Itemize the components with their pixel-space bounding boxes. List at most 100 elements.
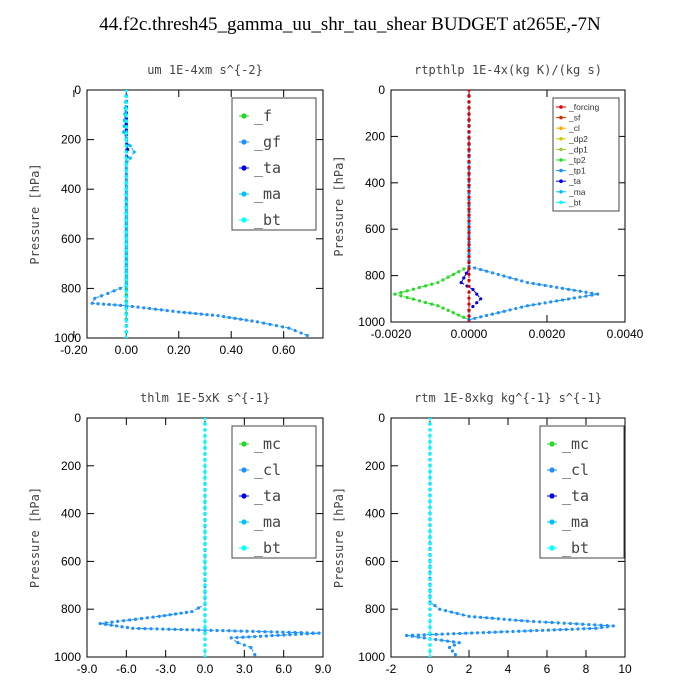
data-point	[467, 100, 471, 104]
data-point	[137, 626, 141, 631]
data-point	[203, 565, 207, 569]
data-point	[203, 428, 207, 432]
data-point	[305, 333, 309, 338]
data-point	[171, 309, 175, 313]
data-point	[203, 595, 207, 599]
data-point	[270, 634, 274, 638]
data-point	[430, 282, 434, 286]
data-point	[124, 193, 128, 197]
data-point	[428, 428, 432, 432]
y-axis-label: Pressure [hPa]	[28, 163, 42, 264]
data-point	[124, 172, 128, 176]
data-point	[446, 632, 450, 636]
data-point	[546, 628, 551, 632]
legend: _mc _cl _ta _ma _bt	[539, 425, 625, 559]
legend-marker	[559, 168, 563, 173]
data-point	[428, 446, 432, 450]
legend-label: _bt	[562, 539, 589, 557]
series-group	[405, 418, 615, 657]
data-point	[555, 285, 559, 289]
data-point	[428, 625, 432, 629]
data-point	[423, 284, 428, 288]
data-point	[441, 278, 445, 282]
data-point	[451, 272, 455, 277]
legend-marker	[559, 190, 563, 194]
data-point	[511, 629, 515, 634]
data-point	[203, 553, 207, 558]
data-point	[578, 289, 582, 293]
data-point	[417, 299, 422, 303]
x-tick-label: 9.0	[315, 662, 332, 676]
panel-title: rtm 1E-8xkg kg^{-1} s^{-1}	[414, 391, 602, 405]
data-point	[459, 280, 463, 285]
data-point	[433, 604, 437, 608]
data-point	[238, 317, 243, 321]
data-point	[122, 130, 126, 134]
data-point	[93, 296, 97, 300]
series-line-ta	[460, 90, 482, 322]
legend-box	[539, 425, 625, 559]
data-point	[467, 153, 471, 158]
data-point	[167, 627, 171, 631]
legend: _forcing_sf_cl_dp2_dp1_tp2_tp1_ta_ma_bt	[552, 97, 620, 212]
data-point	[203, 529, 207, 534]
data-point	[258, 634, 263, 638]
data-point	[113, 303, 117, 307]
data-point	[467, 141, 471, 146]
legend-label: _mc	[562, 435, 589, 453]
data-point	[299, 331, 303, 335]
data-point	[124, 307, 128, 311]
data-point	[490, 271, 494, 275]
data-point	[467, 225, 471, 229]
legend-label: _tp2	[568, 155, 586, 165]
data-point	[475, 631, 480, 635]
data-point	[455, 611, 459, 616]
data-point	[532, 619, 536, 624]
data-point	[133, 617, 138, 621]
data-point	[605, 625, 610, 629]
data-point	[124, 162, 128, 166]
data-point	[467, 213, 471, 217]
data-point	[203, 500, 207, 504]
data-point	[107, 302, 111, 307]
data-point	[436, 304, 440, 308]
data-point	[467, 254, 471, 259]
data-point	[124, 254, 128, 258]
x-tick-label: 3.0	[236, 662, 253, 676]
y-tick-label: 1000	[54, 331, 81, 345]
data-point	[467, 147, 471, 152]
data-point	[564, 627, 568, 632]
y-tick-label: 600	[365, 222, 385, 236]
series-group	[392, 90, 600, 322]
y-tick-label: 600	[61, 554, 81, 568]
data-point	[450, 649, 455, 653]
data-point	[229, 636, 233, 640]
data-point	[574, 622, 579, 626]
legend-marker	[559, 105, 563, 109]
data-point	[451, 311, 455, 315]
data-point	[124, 330, 128, 334]
data-point	[294, 632, 298, 636]
data-point	[221, 629, 225, 633]
data-point	[124, 100, 128, 104]
data-point	[467, 135, 471, 140]
data-point	[126, 147, 130, 152]
data-point	[249, 645, 253, 650]
data-point	[168, 613, 172, 617]
data-point	[209, 628, 213, 632]
data-point	[124, 200, 128, 204]
y-tick-label: 800	[61, 602, 81, 616]
x-tick-label: 4	[505, 662, 512, 676]
data-point	[457, 270, 461, 274]
legend-label: _forcing	[568, 102, 600, 112]
data-point	[556, 621, 560, 625]
data-point	[236, 641, 240, 645]
data-point	[216, 314, 220, 318]
data-point	[191, 628, 195, 632]
data-point	[203, 541, 207, 546]
data-point	[582, 627, 586, 631]
y-tick-label: 600	[365, 554, 385, 568]
legend-marker	[241, 519, 247, 525]
data-point	[475, 301, 479, 305]
legend-marker	[549, 493, 555, 499]
